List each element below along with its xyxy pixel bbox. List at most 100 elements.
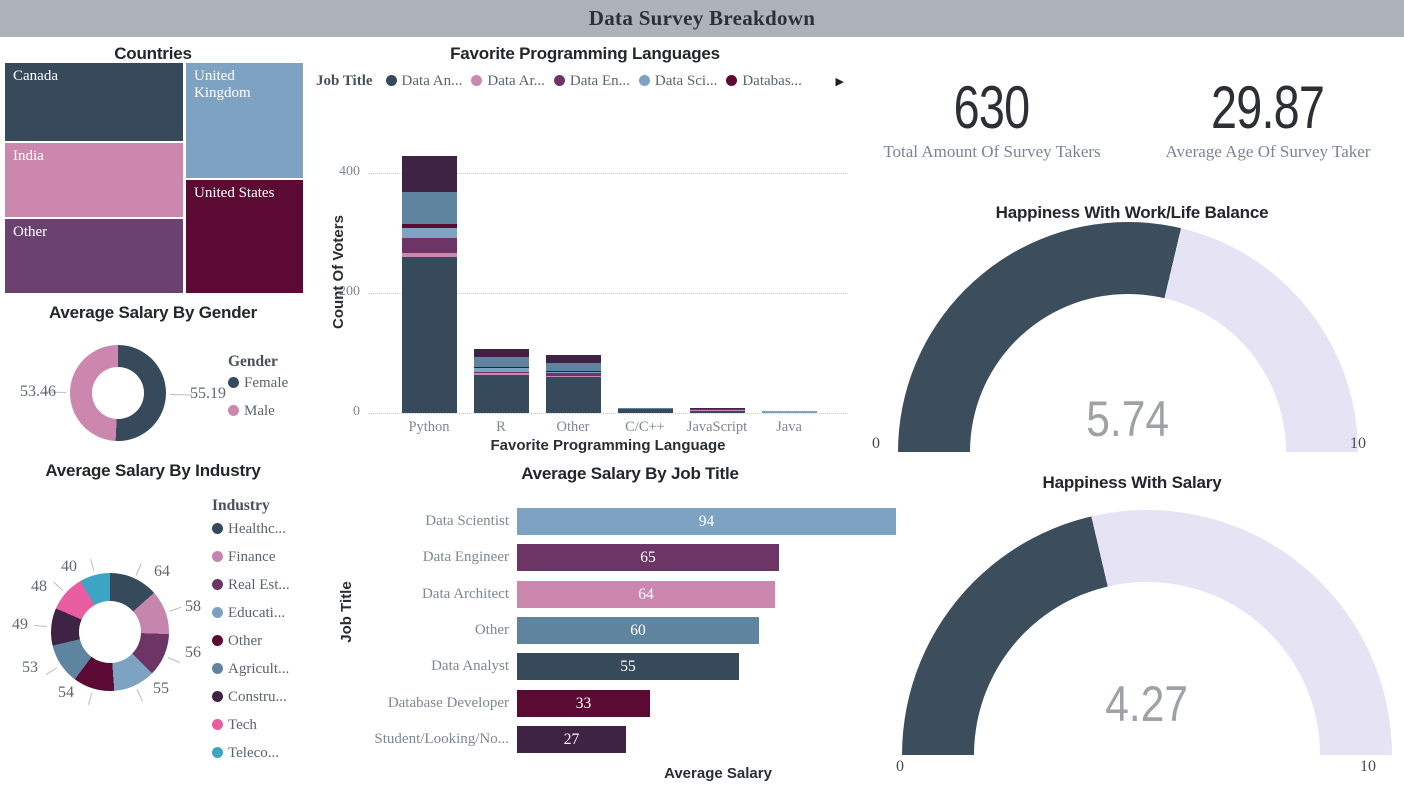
legend-dot: [228, 377, 239, 388]
bar-segment-data-architect[interactable]: [545, 376, 601, 377]
x-axis-label: Average Salary: [664, 765, 772, 782]
stacked-bar-plot: [368, 145, 848, 414]
bar-data-architect[interactable]: 64: [517, 580, 775, 608]
bar-segment-data-engineer[interactable]: [401, 238, 457, 253]
bar-segment-data-engineer[interactable]: [473, 372, 529, 373]
legend-dot: [212, 747, 223, 758]
legend-item-data-ar[interactable]: Data Ar...: [471, 73, 545, 90]
bar-data-analyst[interactable]: 55: [517, 653, 739, 681]
legend-item-data-en[interactable]: Data En...: [553, 73, 630, 90]
bar-segment-data-architect[interactable]: [473, 373, 529, 375]
bar-segment-student-looking-no[interactable]: [401, 156, 457, 192]
bar-value-label: 60: [630, 621, 646, 639]
legend-item-label: Finance: [228, 549, 276, 565]
legend-item-teleco[interactable]: Teleco...: [212, 745, 279, 762]
legend-item-male[interactable]: Male: [228, 403, 275, 420]
gauge-title: Happiness With Salary: [1042, 473, 1222, 492]
legend-item-other[interactable]: Other: [212, 633, 262, 650]
bar-segment-data-engineer[interactable]: [689, 409, 745, 410]
bar-value-label: 55: [620, 658, 636, 676]
bar-r[interactable]: [473, 349, 529, 413]
bar-other[interactable]: 60: [517, 616, 759, 644]
bar-segment-other[interactable]: [545, 363, 601, 371]
x-category-python: Python: [408, 419, 450, 435]
treemap-block-canada[interactable]: Canada: [5, 63, 183, 141]
legend-title: Job Title: [316, 73, 373, 89]
treemap-block-india[interactable]: India: [5, 143, 183, 217]
bar-segment-data-scientist[interactable]: [761, 411, 817, 413]
legend-item-female[interactable]: Female: [228, 375, 288, 392]
bar-segment-data-analyst[interactable]: [545, 377, 601, 413]
bar-segment-database-developer[interactable]: [473, 367, 529, 368]
bar-value-label: 65: [640, 549, 656, 567]
legend-item-data-sci[interactable]: Data Sci...: [638, 73, 717, 90]
legend-dot: [212, 607, 223, 618]
bar-segment-data-scientist[interactable]: [545, 372, 601, 373]
donut-hole: [92, 367, 144, 419]
legend-scroll-arrow-icon[interactable]: ▶: [835, 76, 844, 88]
callout-line: [135, 562, 142, 576]
legend-dot: [385, 75, 397, 86]
bar-segment-student-looking-no[interactable]: [689, 408, 745, 409]
bar-segment-student-looking-no[interactable]: [473, 349, 529, 357]
bar-segment-data-analyst[interactable]: [401, 257, 457, 413]
legend-dot: [212, 523, 223, 534]
bar-segment-data-analyst[interactable]: [689, 411, 745, 413]
callout-value-constru: 49: [12, 616, 28, 633]
y-tick-400: 400: [339, 163, 360, 179]
treemap-label: United Kingdom: [194, 68, 251, 101]
donut-salary_by_industry[interactable]: [51, 573, 169, 691]
kpi-average-age: 29.87 Average Age Of Survey Taker: [1136, 60, 1400, 162]
callout-line: [89, 558, 95, 572]
treemap-block-other[interactable]: Other: [5, 219, 183, 293]
bar-segment-data-analyst[interactable]: [473, 375, 529, 413]
bar-database-developer[interactable]: 33: [517, 689, 650, 717]
legend-item-real-est[interactable]: Real Est...: [212, 577, 290, 594]
bar-c-c[interactable]: [617, 408, 673, 413]
x-category-javascript: JavaScript: [686, 419, 748, 435]
gauge-title: Happiness With Work/Life Balance: [995, 203, 1269, 222]
kpi-value: 29.87: [1211, 74, 1325, 141]
callout-value-teleco: 40: [61, 558, 77, 575]
bar-segment-data-scientist[interactable]: [401, 228, 457, 238]
legend-item-healthc[interactable]: Healthc...: [212, 521, 286, 538]
treemap-block-united-states[interactable]: United States: [186, 180, 303, 293]
bar-student-looking-no[interactable]: 27: [517, 725, 626, 753]
callout-value-real-est: 56: [185, 644, 201, 661]
bar-javascript[interactable]: [689, 408, 745, 413]
bar-data-scientist[interactable]: 94: [517, 508, 896, 535]
bar-segment-data-engineer[interactable]: [545, 373, 601, 376]
legend-dot: [212, 551, 223, 562]
legend-item-label: Databas...: [742, 73, 802, 89]
bar-segment-data-architect[interactable]: [689, 410, 745, 411]
donut-salary_by_gender[interactable]: [70, 345, 166, 441]
legend-item-constru[interactable]: Constru...: [212, 689, 287, 706]
bar-data-engineer[interactable]: 65: [517, 544, 779, 572]
callout-line: [46, 666, 58, 675]
bar-segment-data-architect[interactable]: [401, 253, 457, 257]
legend-item-finance[interactable]: Finance: [212, 549, 275, 566]
treemap-block-united-kingdom[interactable]: United Kingdom: [186, 63, 303, 178]
legend-item-data-an[interactable]: Data An...: [385, 73, 462, 90]
bar-other[interactable]: [545, 355, 601, 413]
bar-value-label: 94: [698, 513, 715, 530]
bar-segment-database-developer[interactable]: [545, 371, 601, 372]
bar-segment-data-analyst[interactable]: [617, 409, 673, 413]
callout-line: [34, 625, 48, 628]
bar-segment-student-looking-no[interactable]: [545, 355, 601, 363]
legend-item-databas[interactable]: Databas...: [726, 73, 802, 90]
gridline: [368, 413, 848, 414]
treemap-label: Other: [13, 224, 48, 240]
bar-segment-other[interactable]: [401, 192, 457, 224]
bar-python[interactable]: [401, 156, 457, 413]
bar-segment-data-scientist[interactable]: [473, 368, 529, 372]
legend-item-tech[interactable]: Tech: [212, 717, 257, 734]
legend-item-educati[interactable]: Educati...: [212, 605, 285, 622]
bar-java[interactable]: [761, 411, 817, 413]
bar-value-label: 27: [563, 730, 580, 748]
bar-segment-database-developer[interactable]: [401, 224, 457, 228]
legend-item-agricult[interactable]: Agricult...: [212, 661, 289, 678]
bar-segment-other[interactable]: [617, 408, 673, 409]
happiness-worklife-gauge-panel: Happiness With Work/Life Balance 5.74 0 …: [860, 195, 1404, 457]
bar-segment-other[interactable]: [473, 357, 529, 367]
